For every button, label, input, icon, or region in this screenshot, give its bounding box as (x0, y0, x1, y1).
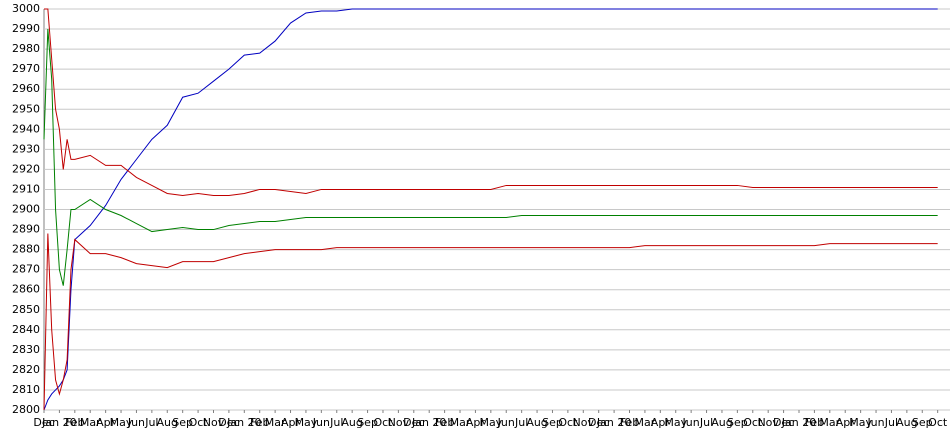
x-tick-label: Aug (341, 416, 362, 429)
x-tick-label: Dec (588, 416, 609, 429)
x-tick-label: Feb (620, 416, 639, 429)
x-tick-label: Jun (127, 416, 145, 429)
x-tick-label: Sep (727, 416, 748, 429)
x-tick-label: Aug (896, 416, 917, 429)
x-tick-label: Aug (526, 416, 547, 429)
x-tick-label: Oct (373, 416, 393, 429)
y-tick-label: 2840 (12, 323, 40, 336)
y-tick-label: 2940 (12, 122, 40, 135)
x-tick-label: Apr (281, 416, 301, 429)
x-tick-label: Jun (682, 416, 700, 429)
x-tick-label: Jun (497, 416, 515, 429)
x-tick-label: Feb (65, 416, 84, 429)
y-tick-label: 2960 (12, 82, 40, 95)
x-tick-label: Sep (912, 416, 933, 429)
x-tick-label: Feb (250, 416, 269, 429)
y-tick-label: 2800 (12, 403, 40, 416)
y-tick-label: 2810 (12, 383, 40, 396)
x-tick-label: Jan 20 (596, 416, 631, 429)
x-tick-label: Dec (218, 416, 239, 429)
x-tick-label: Dec (773, 416, 794, 429)
x-tick-label: Oct (189, 416, 209, 429)
series-line (43, 8, 938, 411)
x-tick-label: Mar (80, 416, 101, 429)
x-tick-label: Oct (743, 416, 763, 429)
x-tick-label: Apr (651, 416, 671, 429)
x-tick-label: Mar (450, 416, 471, 429)
x-tick-label: Jan 20 (411, 416, 446, 429)
x-tick-label: Jul (144, 416, 158, 429)
y-tick-label: 2870 (12, 263, 40, 276)
x-tick-label: Aug (711, 416, 732, 429)
x-tick-label: Dec (33, 416, 54, 429)
y-tick-label: 2850 (12, 303, 40, 316)
x-tick-label: Jan 20 (226, 416, 261, 429)
series-line (44, 8, 938, 196)
series-line (43, 29, 938, 286)
x-tick-label: Oct (928, 416, 948, 429)
y-tick-label: 2890 (12, 223, 40, 236)
y-tick-label: 2860 (12, 283, 40, 296)
x-tick-label: Apr (466, 416, 486, 429)
y-tick-label: 2950 (12, 102, 40, 115)
x-tick-label: Sep (172, 416, 193, 429)
x-tick-label: Sep (542, 416, 563, 429)
y-tick-label: 2970 (12, 62, 40, 75)
x-tick-label: Jul (329, 416, 343, 429)
y-tick-label: 2990 (12, 22, 40, 35)
x-tick-label: Jun (312, 416, 330, 429)
y-tick-label: 2930 (12, 142, 40, 155)
series-line (43, 233, 938, 411)
x-tick-label: Nov (388, 416, 410, 429)
y-tick-label: 2900 (12, 203, 40, 216)
x-tick-label: Nov (573, 416, 595, 429)
x-tick-label: Dec (403, 416, 424, 429)
y-tick-label: 2920 (12, 162, 40, 175)
y-tick-label: 2980 (12, 42, 40, 55)
x-tick-label: Jun (866, 416, 884, 429)
x-tick-label: May (664, 416, 687, 429)
x-tick-label: Mar (635, 416, 656, 429)
x-tick-label: Oct (558, 416, 578, 429)
x-tick-label: Nov (203, 416, 225, 429)
x-tick-label: May (849, 416, 872, 429)
x-tick-label: Jul (514, 416, 528, 429)
x-tick-label: Jul (884, 416, 898, 429)
y-tick-label: 3000 (12, 2, 40, 15)
x-tick-label: Feb (435, 416, 454, 429)
y-tick-label: 2820 (12, 363, 40, 376)
x-tick-label: Sep (357, 416, 378, 429)
x-tick-label: May (295, 416, 318, 429)
x-tick-label: Apr (836, 416, 856, 429)
x-tick-label: Nov (757, 416, 779, 429)
y-tick-label: 2830 (12, 343, 40, 356)
x-tick-label: Mar (265, 416, 286, 429)
x-tick-label: Apr (96, 416, 116, 429)
y-tick-label: 2880 (12, 243, 40, 256)
x-tick-label: May (110, 416, 133, 429)
x-tick-label: Jan 20 (781, 416, 816, 429)
x-tick-label: Jan 20 (41, 416, 76, 429)
y-tick-label: 2910 (12, 182, 40, 195)
x-tick-label: Jul (699, 416, 713, 429)
x-tick-label: Aug (157, 416, 178, 429)
x-tick-label: Feb (805, 416, 824, 429)
x-tick-label: May (479, 416, 502, 429)
x-tick-label: Mar (819, 416, 840, 429)
